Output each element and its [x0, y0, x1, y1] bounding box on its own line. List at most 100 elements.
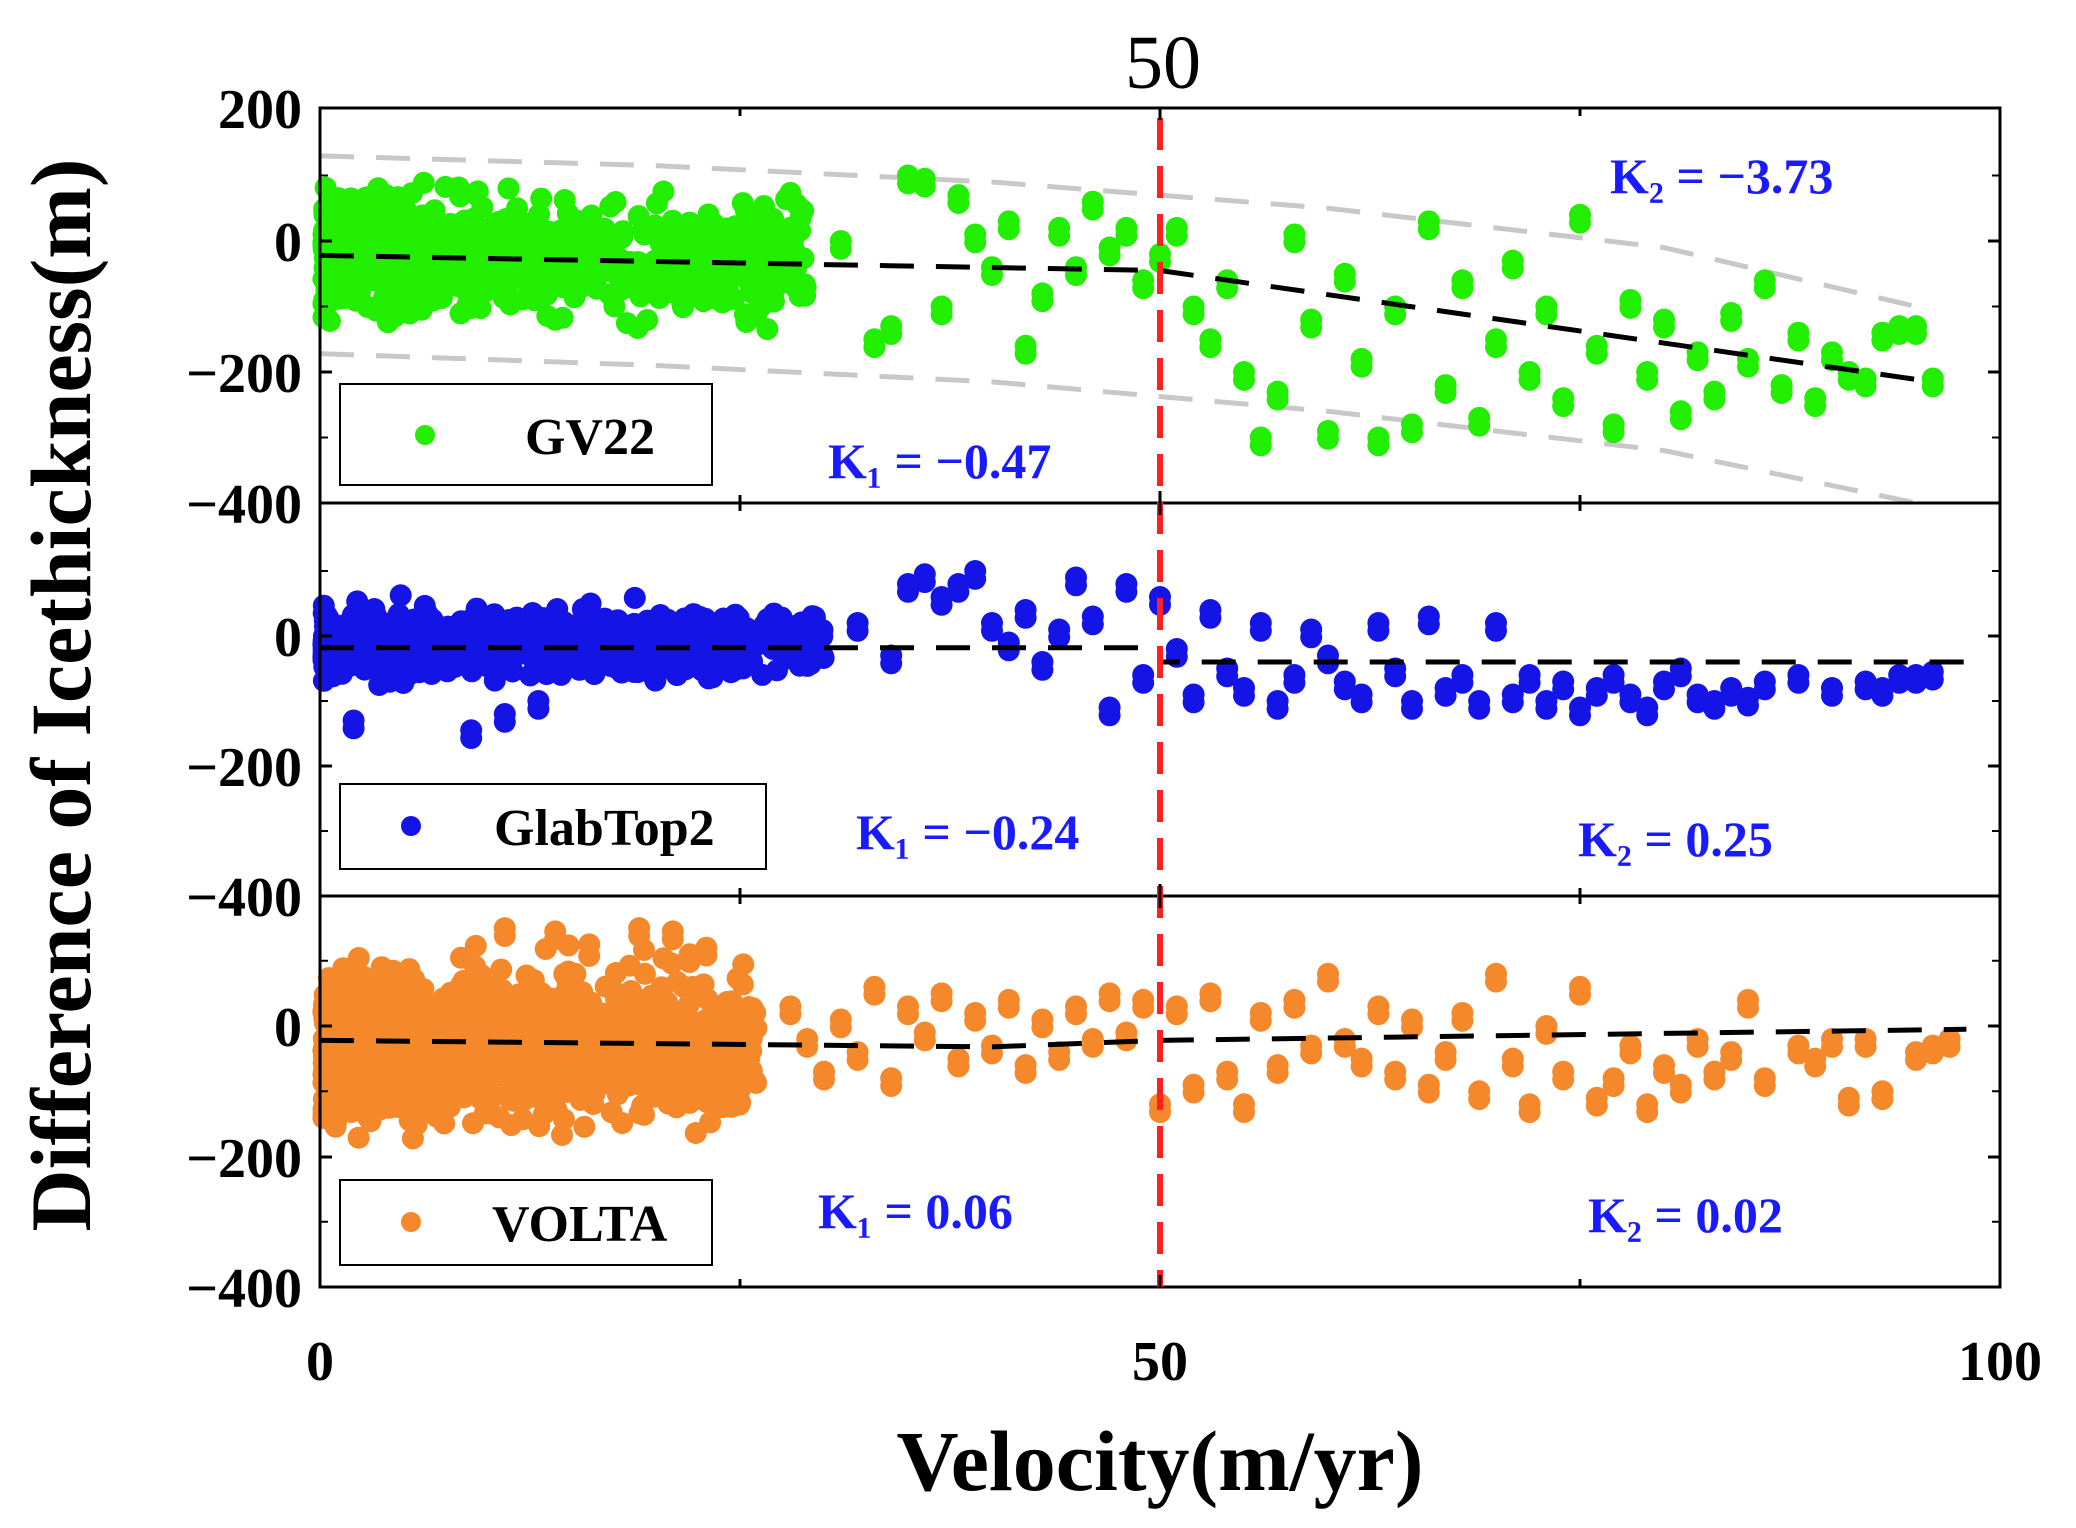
- cloud-point-volta: [566, 1059, 589, 1082]
- data-point-volta-44-b: [1417, 1081, 1440, 1104]
- data-point-volta-33-b: [1233, 1101, 1255, 1124]
- data-point-gv22-19-b: [1165, 224, 1188, 247]
- data-point-volta-14-b: [913, 1029, 936, 1052]
- data-point-glabtop2-3-b: [527, 697, 550, 720]
- y-tick-label-volta-1: −200: [186, 1128, 302, 1190]
- data-point-gv22-61-b: [1871, 329, 1894, 352]
- cloud-point-volta: [347, 947, 370, 969]
- cloud-point-gv22: [616, 268, 639, 291]
- data-point-volta-27-b: [1132, 996, 1155, 1019]
- cloud-point-gv22: [359, 235, 382, 258]
- cloud-point-gv22: [459, 297, 481, 320]
- cloud-point-volta: [401, 1127, 424, 1150]
- data-point-gv22-24-b: [1249, 434, 1272, 457]
- data-point-glabtop2-23-b: [1182, 691, 1205, 714]
- cloud-point-glabtop2: [361, 605, 384, 628]
- data-point-gv22-13-b: [863, 336, 886, 359]
- trend-line-volta: [319, 1026, 1967, 1050]
- data-point-volta-31-b: [1199, 990, 1222, 1013]
- data-point-glabtop2-55-b: [1720, 684, 1743, 707]
- cloud-point-glabtop2: [718, 615, 741, 638]
- cloud-point-volta: [376, 972, 399, 995]
- data-point-volta-56-b: [1619, 1042, 1642, 1065]
- data-point-volta-69-b: [1854, 1035, 1877, 1058]
- data-point-volta-35-b: [1266, 1061, 1289, 1084]
- data-point-volta-12-b: [880, 1075, 903, 1098]
- cloud-point-volta: [419, 1061, 442, 1084]
- cloud-point-volta: [316, 1064, 339, 1087]
- k2-label-glabtop2: K₂ = 0.25: [1578, 811, 1773, 867]
- cloud-point-gv22: [627, 205, 650, 228]
- cloud-point-gv22: [373, 221, 396, 244]
- cloud-point-glabtop2: [497, 609, 520, 631]
- cloud-point-volta: [729, 1078, 751, 1101]
- cloud-point-volta: [347, 1126, 370, 1149]
- data-point-gv22-49-b: [1669, 408, 1692, 431]
- data-point-gv22-50-b: [1686, 349, 1709, 372]
- data-point-volta-20-b: [1014, 1061, 1037, 1084]
- cloud-point-volta: [439, 981, 462, 1004]
- data-point-gv22-62-b: [1888, 323, 1911, 346]
- data-point-volta-52-b: [1552, 1068, 1575, 1091]
- y-tick-label-gv22-2: −200: [186, 343, 302, 405]
- data-point-volta-48-b: [1485, 970, 1507, 993]
- cloud-point-gv22: [723, 288, 745, 310]
- cloud-point-gv22: [322, 222, 345, 245]
- cloud-point-volta: [450, 946, 472, 969]
- cloud-point-volta: [619, 992, 642, 1015]
- cloud-point-volta: [527, 1046, 550, 1069]
- data-point-volta-71-b: [1905, 1048, 1927, 1071]
- data-point-gv22-60-b: [1854, 375, 1877, 398]
- cloud-point-volta: [686, 1036, 709, 1059]
- cloud-point-glabtop2: [346, 590, 369, 613]
- cloud-point-gv22: [532, 240, 555, 263]
- data-point-volta-70-b: [1871, 1088, 1894, 1111]
- data-point-volta-30-b: [1182, 1081, 1205, 1104]
- cloud-point-gv22: [365, 299, 388, 322]
- data-point-volta-29-b: [1165, 1003, 1188, 1026]
- data-point-gv22-33-b: [1401, 421, 1423, 444]
- scatter-points-gv22: [829, 164, 1944, 457]
- data-point-volta-6-b: [779, 1003, 802, 1026]
- data-point-gv22-37-b: [1468, 414, 1491, 437]
- cloud-point-glabtop2: [793, 634, 815, 657]
- data-point-volta-34-b: [1249, 1009, 1272, 1032]
- cloud-point-volta: [394, 1049, 417, 1072]
- data-point-volta-42-b: [1384, 1068, 1407, 1091]
- data-point-glabtop2-2-b: [493, 710, 516, 733]
- cloud-point-gv22: [794, 284, 817, 307]
- cloud-point-glabtop2: [551, 619, 574, 642]
- legend-marker: [415, 425, 435, 445]
- data-point-glabtop2-1-b: [460, 727, 483, 750]
- data-point-volta-41-b: [1367, 1003, 1390, 1026]
- data-point-volta-49-b: [1501, 1055, 1524, 1078]
- data-point-glabtop2-41-b: [1485, 619, 1507, 642]
- data-point-gv22-11-b: [1132, 277, 1155, 300]
- data-point-glabtop2-30-b: [1300, 626, 1323, 649]
- data-point-gv22-30-b: [1350, 355, 1373, 378]
- data-point-gv22-1-b: [913, 175, 936, 198]
- data-point-volta-13-b: [897, 1003, 919, 1026]
- data-point-volta-57-b: [1636, 1101, 1659, 1124]
- data-point-gv22-16-b: [1014, 342, 1037, 365]
- cloud-point-gv22: [316, 283, 339, 306]
- data-point-glabtop2-10-b: [964, 567, 987, 590]
- data-point-gv22-45-b: [1602, 421, 1625, 444]
- data-point-gv22-52-b: [1720, 309, 1743, 332]
- data-point-gv22-35-b: [1434, 381, 1457, 404]
- y-tick-label-gv22-1: 0: [274, 212, 302, 274]
- data-point-gv22-28-b: [1317, 427, 1339, 450]
- data-point-glabtop2-29-b: [1283, 671, 1306, 694]
- data-point-glabtop2-37-b: [1417, 613, 1440, 636]
- data-point-volta-11-b: [863, 983, 886, 1006]
- y-tick-label-gv22-0: 200: [218, 79, 302, 141]
- cloud-point-glabtop2: [425, 619, 448, 642]
- data-point-volta-64-b: [1753, 1075, 1776, 1098]
- data-point-volta-36-b: [1283, 996, 1306, 1019]
- data-point-volta-1-b: [544, 928, 567, 951]
- cloud-point-volta: [618, 954, 641, 977]
- cloud-point-glabtop2: [570, 624, 593, 647]
- x-tick-label-50: 50: [1132, 1331, 1188, 1393]
- cloud-point-volta: [722, 1019, 745, 1041]
- data-point-glabtop2-60-b: [1854, 678, 1877, 701]
